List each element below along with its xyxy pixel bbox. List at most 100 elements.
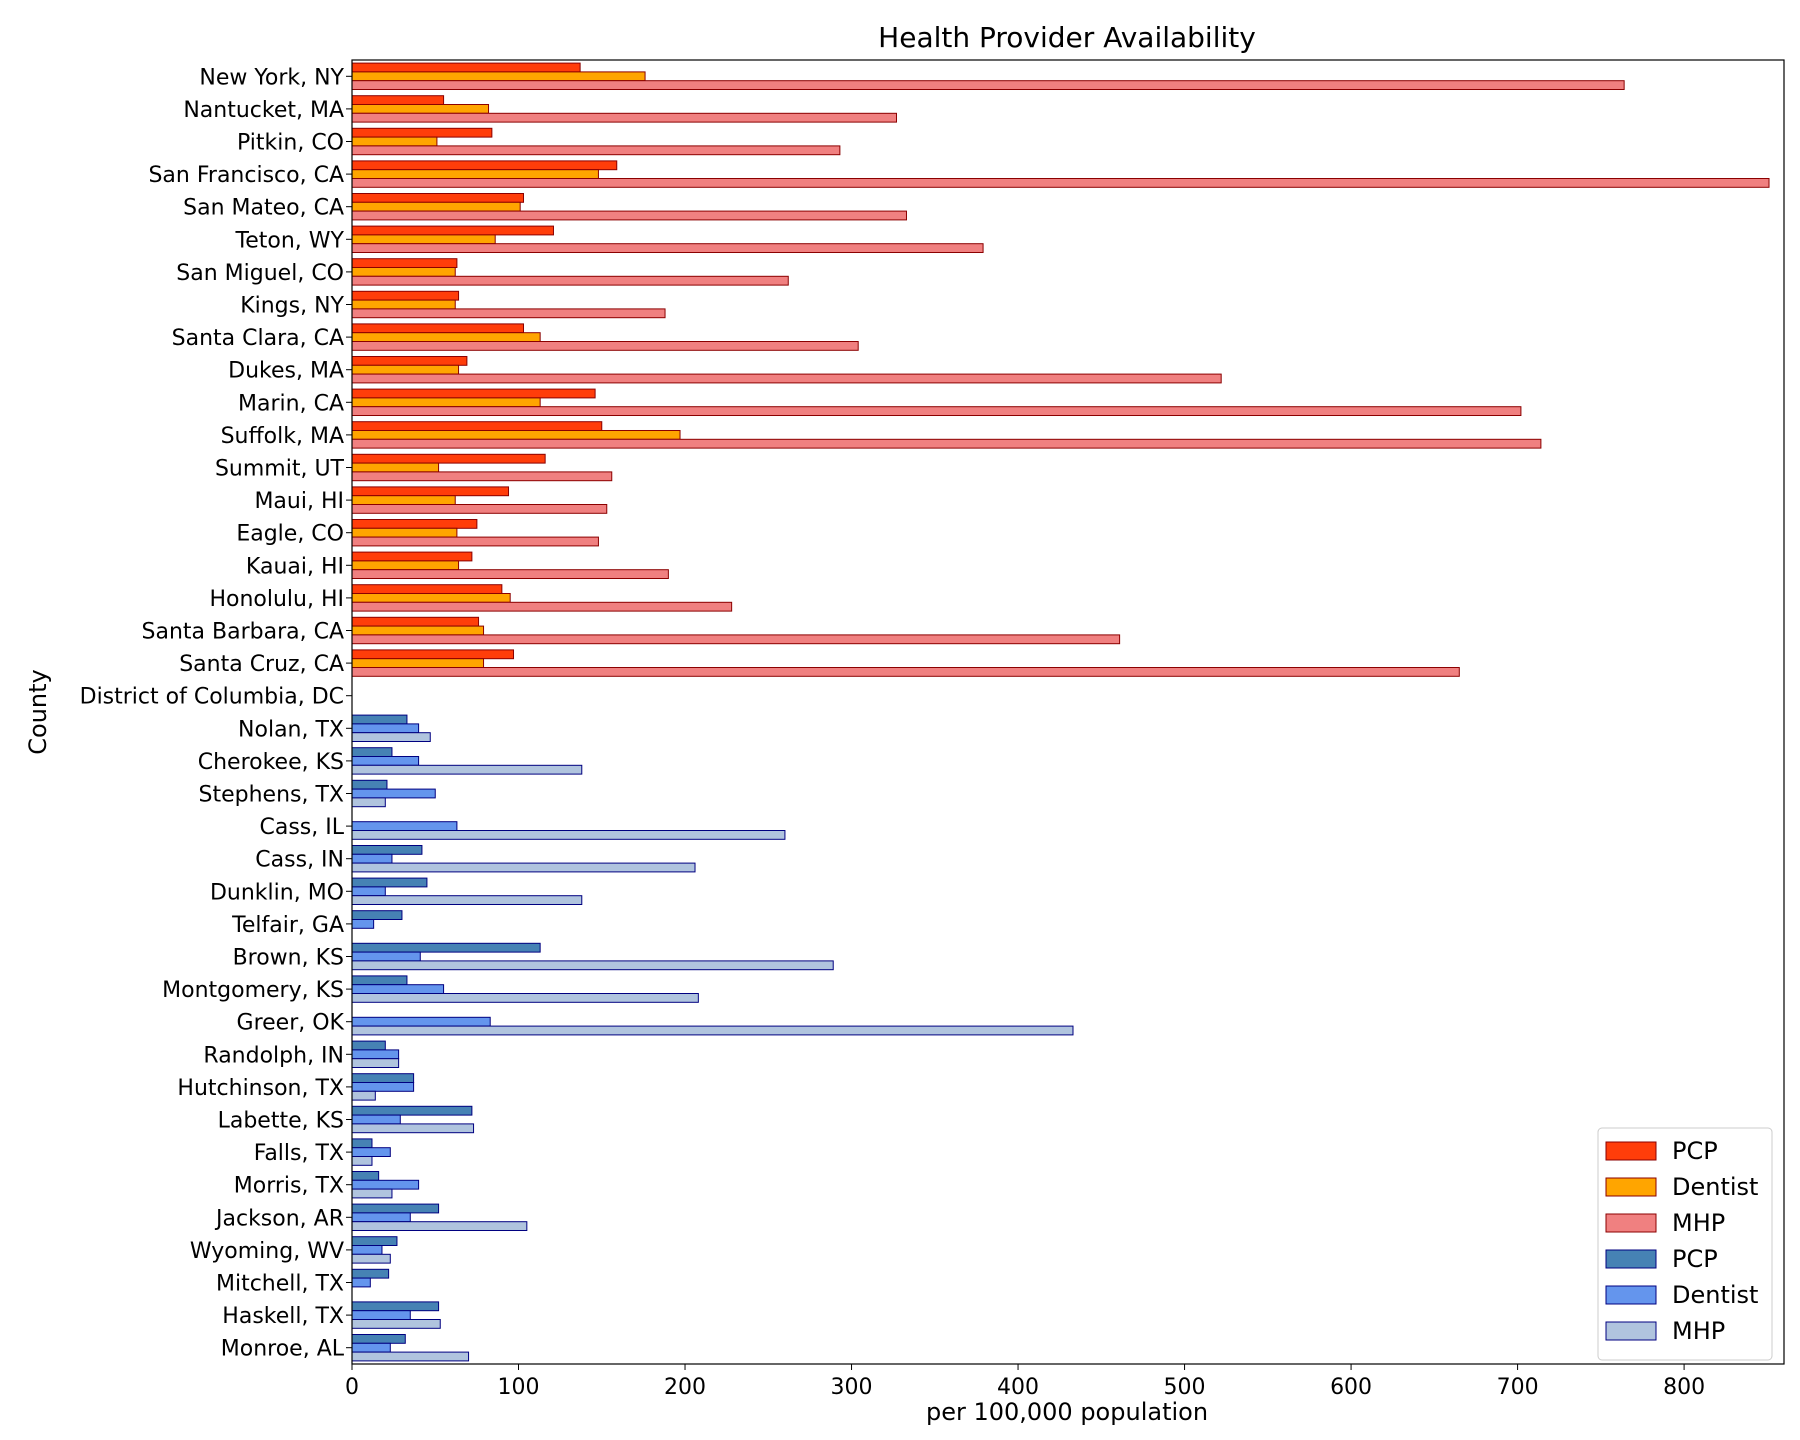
bar-dentist-34 (351, 1179, 420, 1190)
bar-pcp-35 (351, 1203, 440, 1214)
bar-mhp-7 (351, 308, 666, 319)
bar-dentist-20 (351, 723, 420, 734)
bar-dentist-22 (351, 788, 436, 799)
bar-dentist-25 (351, 886, 386, 897)
bar-dentist-21 (351, 755, 420, 766)
bar-pcp-16 (351, 584, 503, 594)
bar-dentist-17 (351, 625, 485, 636)
bar-pcp-2 (351, 127, 493, 138)
legend-swatch-dentist (1605, 1177, 1657, 1197)
bar-dentist-5 (351, 234, 496, 245)
bar-dentist-13 (351, 495, 456, 506)
bar-pcp-33 (351, 1138, 373, 1149)
x-tick-label: 0 (345, 1375, 359, 1400)
legend-label-pcp: PCP (1672, 1137, 1718, 1165)
bar-dentist-0 (351, 71, 646, 82)
y-tick-label: Morris, TX (234, 1174, 344, 1199)
bar-mhp-23 (351, 830, 786, 840)
bar-marks (351, 62, 1770, 1362)
legend-swatch-dentist (1605, 1285, 1657, 1305)
y-tick-label: Nantucket, MA (183, 98, 344, 123)
x-tick-label: 100 (498, 1375, 540, 1400)
chart-title: Health Provider Availability (878, 21, 1256, 54)
bar-dentist-38 (351, 1310, 411, 1321)
bar-mhp-28 (351, 993, 699, 1003)
y-tick-label: Brown, KS (233, 946, 344, 971)
bar-mhp-35 (351, 1221, 528, 1232)
bar-dentist-31 (351, 1081, 415, 1092)
bar-mhp-20 (351, 732, 431, 743)
x-tick-label: 200 (664, 1375, 706, 1400)
y-tick-label: District of Columbia, DC (80, 685, 344, 710)
y-axis-label: County (24, 669, 52, 754)
bar-mhp-2 (351, 145, 841, 156)
y-tick-label: Labette, KS (218, 1109, 344, 1134)
bar-mhp-39 (351, 1351, 470, 1362)
bar-pcp-13 (351, 486, 510, 497)
y-tick-label: Suffolk, MA (221, 424, 344, 449)
y-tick-label: Nolan, TX (238, 717, 344, 742)
bar-dentist-23 (351, 821, 458, 832)
bar-pcp-31 (351, 1073, 415, 1083)
bar-pcp-0 (351, 62, 581, 73)
y-tick-label: Dukes, MA (228, 359, 344, 384)
plot-area-frame (351, 59, 1785, 1365)
bar-pcp-14 (351, 518, 478, 529)
legend-swatch-mhp (1605, 1321, 1657, 1341)
bar-pcp-25 (351, 877, 428, 888)
bar-mhp-30 (351, 1058, 400, 1069)
y-tick-label: Monroe, AL (221, 1337, 345, 1362)
y-tick-label: San Miguel, CO (176, 261, 344, 286)
bar-mhp-32 (351, 1123, 475, 1134)
bar-mhp-38 (351, 1319, 441, 1329)
bar-pcp-39 (351, 1333, 406, 1344)
y-tick-label: San Francisco, CA (148, 163, 344, 188)
y-tick-label: Greer, OK (237, 1011, 345, 1036)
y-tick-label: Randolph, IN (203, 1043, 344, 1068)
y-tick-label: Kings, NY (240, 294, 344, 319)
bar-dentist-9 (351, 364, 460, 375)
bar-dentist-10 (351, 397, 541, 408)
bar-mhp-29 (351, 1025, 1074, 1036)
y-tick-label: Stephens, TX (199, 783, 344, 808)
bar-pcp-30 (351, 1040, 386, 1051)
bar-mhp-1 (351, 112, 897, 123)
bar-pcp-1 (351, 95, 445, 105)
bar-mhp-11 (351, 438, 1542, 449)
x-axis-ticks: 0 100 200 300 400 500 600 700 800 (345, 1364, 1705, 1400)
y-tick-label: Summit, UT (215, 457, 345, 482)
bar-dentist-28 (351, 984, 445, 995)
bar-mhp-24 (351, 862, 696, 873)
bar-pcp-27 (351, 942, 541, 953)
bar-pcp-34 (351, 1170, 380, 1181)
x-tick-label: 400 (997, 1375, 1039, 1400)
bar-mhp-31 (351, 1090, 376, 1101)
bar-dentist-24 (351, 853, 393, 864)
bar-dentist-27 (351, 951, 421, 962)
bar-dentist-1 (351, 103, 490, 114)
y-tick-label: Telfair, GA (231, 913, 344, 938)
y-tick-label: New York, NY (199, 65, 344, 90)
y-axis-ticks: New York, NY Nantucket, MA Pitkin, CO San F… (80, 65, 352, 1362)
bar-dentist-39 (351, 1342, 391, 1353)
bar-pcp-32 (351, 1105, 473, 1116)
y-tick-label: Teton, WY (235, 228, 345, 253)
bar-pcp-18 (351, 649, 515, 660)
bar-mhp-4 (351, 210, 907, 221)
legend-label-mhp: MHP (1672, 1317, 1725, 1345)
bar-dentist-30 (351, 1049, 400, 1060)
y-tick-label: Mitchell, TX (216, 1272, 344, 1297)
bar-dentist-15 (351, 560, 460, 571)
legend-swatch-mhp (1605, 1213, 1657, 1233)
bar-dentist-37 (351, 1277, 371, 1288)
y-tick-label: Pitkin, CO (237, 131, 344, 156)
legend-swatch-pcp (1605, 1249, 1657, 1269)
bar-dentist-18 (351, 658, 485, 669)
bar-pcp-6 (351, 258, 458, 268)
y-tick-label: Wyoming, WV (190, 1239, 344, 1264)
bar-mhp-36 (351, 1253, 391, 1264)
y-tick-label: Montgomery, KS (162, 978, 344, 1003)
bar-mhp-12 (351, 471, 613, 482)
x-tick-label: 800 (1663, 1375, 1705, 1400)
